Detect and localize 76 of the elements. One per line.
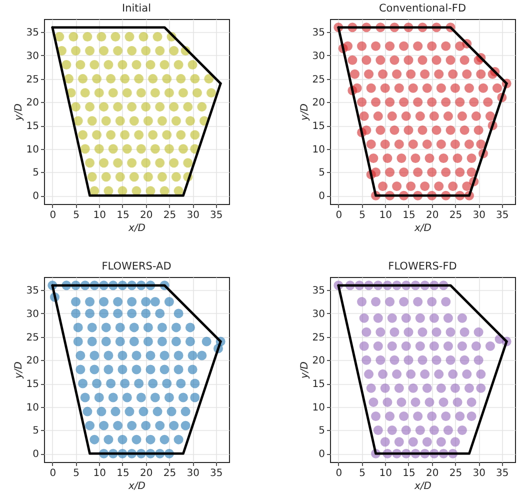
x-tick-label: 5 <box>73 210 80 221</box>
y-tick-label: 0 <box>32 191 39 202</box>
y-tick-label: 30 <box>26 308 39 320</box>
y-tick-label: 25 <box>26 332 39 344</box>
y-tick-label: 5 <box>318 168 325 179</box>
y-tick-label: 0 <box>32 449 39 460</box>
y-tick-label: 30 <box>312 308 325 320</box>
y-tick-label: 20 <box>26 98 39 109</box>
y-tick-label: 25 <box>26 74 39 86</box>
y-tick-label: 10 <box>26 402 39 414</box>
chart-title: Conventional-FD <box>378 2 466 14</box>
x-tick-label: 30 <box>186 468 200 479</box>
x-tick-label: 35 <box>496 210 509 221</box>
y-axis-title: y/D <box>299 103 310 122</box>
y-tick-label: 35 <box>26 286 39 297</box>
y-tick-label: 30 <box>312 50 325 62</box>
x-axis-title: x/D <box>128 481 146 492</box>
y-tick-label: 35 <box>312 286 325 297</box>
x-tick-label: 20 <box>426 468 439 479</box>
y-tick-label: 15 <box>312 379 325 390</box>
x-tick-label: 5 <box>359 468 366 479</box>
x-tick-label: 20 <box>140 468 153 479</box>
x-tick-label: 35 <box>210 468 223 479</box>
x-tick-label: 0 <box>336 468 342 479</box>
x-tick-label: 15 <box>402 210 416 221</box>
x-tick-label: 10 <box>379 468 392 479</box>
y-tick-label: 10 <box>312 402 325 414</box>
x-tick-label: 0 <box>336 210 342 221</box>
y-tick-label: 5 <box>318 426 325 437</box>
x-tick-label: 35 <box>210 210 223 221</box>
x-axis-title: x/D <box>414 223 432 234</box>
x-tick-label: 5 <box>359 210 366 221</box>
y-tick-label: 20 <box>312 98 325 109</box>
y-tick-label: 15 <box>312 121 325 132</box>
y-axis-title: y/D <box>13 103 24 122</box>
x-tick-label: 25 <box>449 210 462 221</box>
x-tick-label: 0 <box>50 210 56 221</box>
x-tick-label: 10 <box>93 468 106 479</box>
x-tick-label: 20 <box>426 210 439 221</box>
y-tick-label: 5 <box>32 168 39 179</box>
y-tick-label: 25 <box>312 332 325 344</box>
x-tick-label: 20 <box>140 210 153 221</box>
x-tick-label: 30 <box>472 468 486 479</box>
y-tick-label: 15 <box>26 379 39 390</box>
x-tick-label: 10 <box>93 210 106 221</box>
y-axis-title: y/D <box>13 361 24 380</box>
x-tick-label: 25 <box>163 468 176 479</box>
y-tick-label: 20 <box>26 356 39 367</box>
y-tick-label: 15 <box>26 121 39 132</box>
chart-title: Initial <box>122 2 152 14</box>
x-tick-label: 35 <box>496 468 509 479</box>
x-axis-title: x/D <box>128 223 146 234</box>
y-tick-label: 20 <box>312 356 325 367</box>
y-tick-label: 10 <box>26 144 39 156</box>
y-tick-label: 25 <box>312 74 325 86</box>
x-tick-label: 30 <box>472 210 486 221</box>
x-axis-title: x/D <box>414 481 432 492</box>
x-tick-label: 15 <box>116 468 130 479</box>
x-tick-label: 25 <box>449 468 462 479</box>
x-tick-label: 25 <box>163 210 176 221</box>
y-tick-label: 5 <box>32 426 39 437</box>
x-tick-label: 0 <box>50 468 56 479</box>
x-tick-label: 10 <box>379 210 392 221</box>
y-tick-label: 0 <box>318 449 325 460</box>
y-tick-label: 30 <box>26 50 39 62</box>
x-tick-label: 15 <box>402 468 416 479</box>
x-tick-label: 15 <box>116 210 130 221</box>
y-tick-label: 35 <box>26 28 39 39</box>
y-axis-title: y/D <box>299 361 310 380</box>
y-tick-label: 10 <box>312 144 325 156</box>
x-tick-label: 30 <box>186 210 200 221</box>
y-tick-label: 0 <box>318 191 325 202</box>
chart-title: FLOWERS-AD <box>102 260 172 272</box>
y-tick-label: 35 <box>312 28 325 39</box>
chart-title: FLOWERS-FD <box>388 260 457 272</box>
x-tick-label: 5 <box>73 468 80 479</box>
